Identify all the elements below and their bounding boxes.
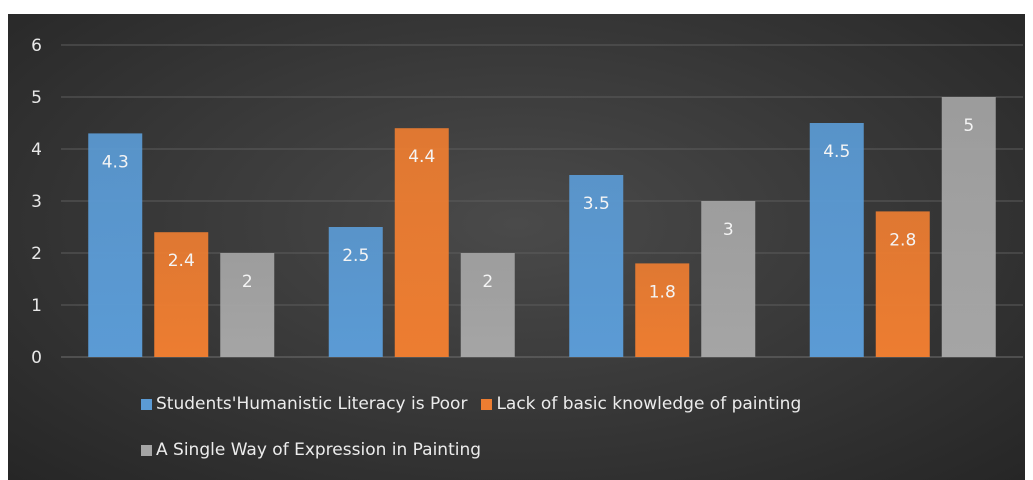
y-tick-label-1: 1: [31, 296, 42, 316]
legend-row-1: Students'Humanistic Literacy is Poor Lac…: [141, 394, 815, 414]
legend-row-2: A Single Way of Expression in Painting: [141, 440, 495, 460]
legend-swatch-series-2: [481, 398, 493, 410]
bar-series-1-group-1: [88, 133, 143, 357]
chart-area: 0 1 2 3 4 5 6 4.3 2.5 3.5 4.5 2.4 4.4 1.8 2.8 2 2 3 5 Stud…: [8, 14, 1025, 480]
legend-item-series-1: Students'Humanistic Literacy is Poor: [141, 394, 467, 414]
data-label-series-1-group-1: 4.3: [102, 152, 129, 172]
bar-series-3-group-4: [941, 97, 996, 357]
legend-item-series-3: A Single Way of Expression in Painting: [141, 440, 481, 460]
y-tick-label-0: 0: [31, 348, 42, 368]
data-label-series-2-group-2: 4.4: [408, 147, 435, 167]
legend-swatch-series-1: [141, 398, 152, 410]
data-label-series-3-group-3: 3: [723, 220, 734, 240]
data-label-series-3-group-1: 2: [242, 272, 253, 292]
legend-label-series-2: Lack of basic knowledge of painting: [496, 394, 802, 414]
y-tick-label-2: 2: [31, 244, 42, 264]
y-tick-label-3: 3: [31, 192, 42, 212]
y-tick-label-6: 6: [31, 36, 42, 56]
legend-swatch-series-3: [141, 444, 152, 456]
bar-series-2-group-1: [154, 232, 209, 357]
bar-series-1-group-3: [569, 175, 624, 357]
legend-label-series-3: A Single Way of Expression in Painting: [156, 440, 482, 460]
bar-series-1-group-2: [328, 227, 383, 357]
legend-item-series-2: Lack of basic knowledge of painting: [481, 394, 801, 414]
bar-series-2-group-4: [875, 211, 930, 357]
bar-series-3-group-2: [460, 253, 515, 357]
data-label-series-2-group-1: 2.4: [168, 251, 195, 271]
bar-series-3-group-3: [701, 201, 756, 357]
data-label-series-3-group-2: 2: [482, 272, 493, 292]
bar-series-3-group-1: [220, 253, 275, 357]
data-label-series-1-group-3: 3.5: [583, 194, 610, 214]
bar-chart: 0 1 2 3 4 5 6 4.3 2.5 3.5 4.5 2.4 4.4 1.8 2.8 2 2 3 5: [31, 36, 1023, 368]
y-tick-label-4: 4: [31, 140, 42, 160]
bar-series-1-group-4: [809, 123, 864, 357]
data-label-series-1-group-4: 4.5: [823, 142, 850, 162]
bar-series-2-group-3: [635, 263, 690, 357]
data-label-series-3-group-4: 5: [963, 116, 974, 136]
data-label-series-1-group-2: 2.5: [342, 246, 369, 266]
y-tick-label-5: 5: [31, 88, 42, 108]
bar-series-2-group-2: [394, 128, 449, 357]
data-label-series-2-group-3: 1.8: [649, 282, 676, 302]
legend-label-series-1: Students'Humanistic Literacy is Poor: [156, 394, 468, 414]
data-label-series-2-group-4: 2.8: [889, 230, 916, 250]
